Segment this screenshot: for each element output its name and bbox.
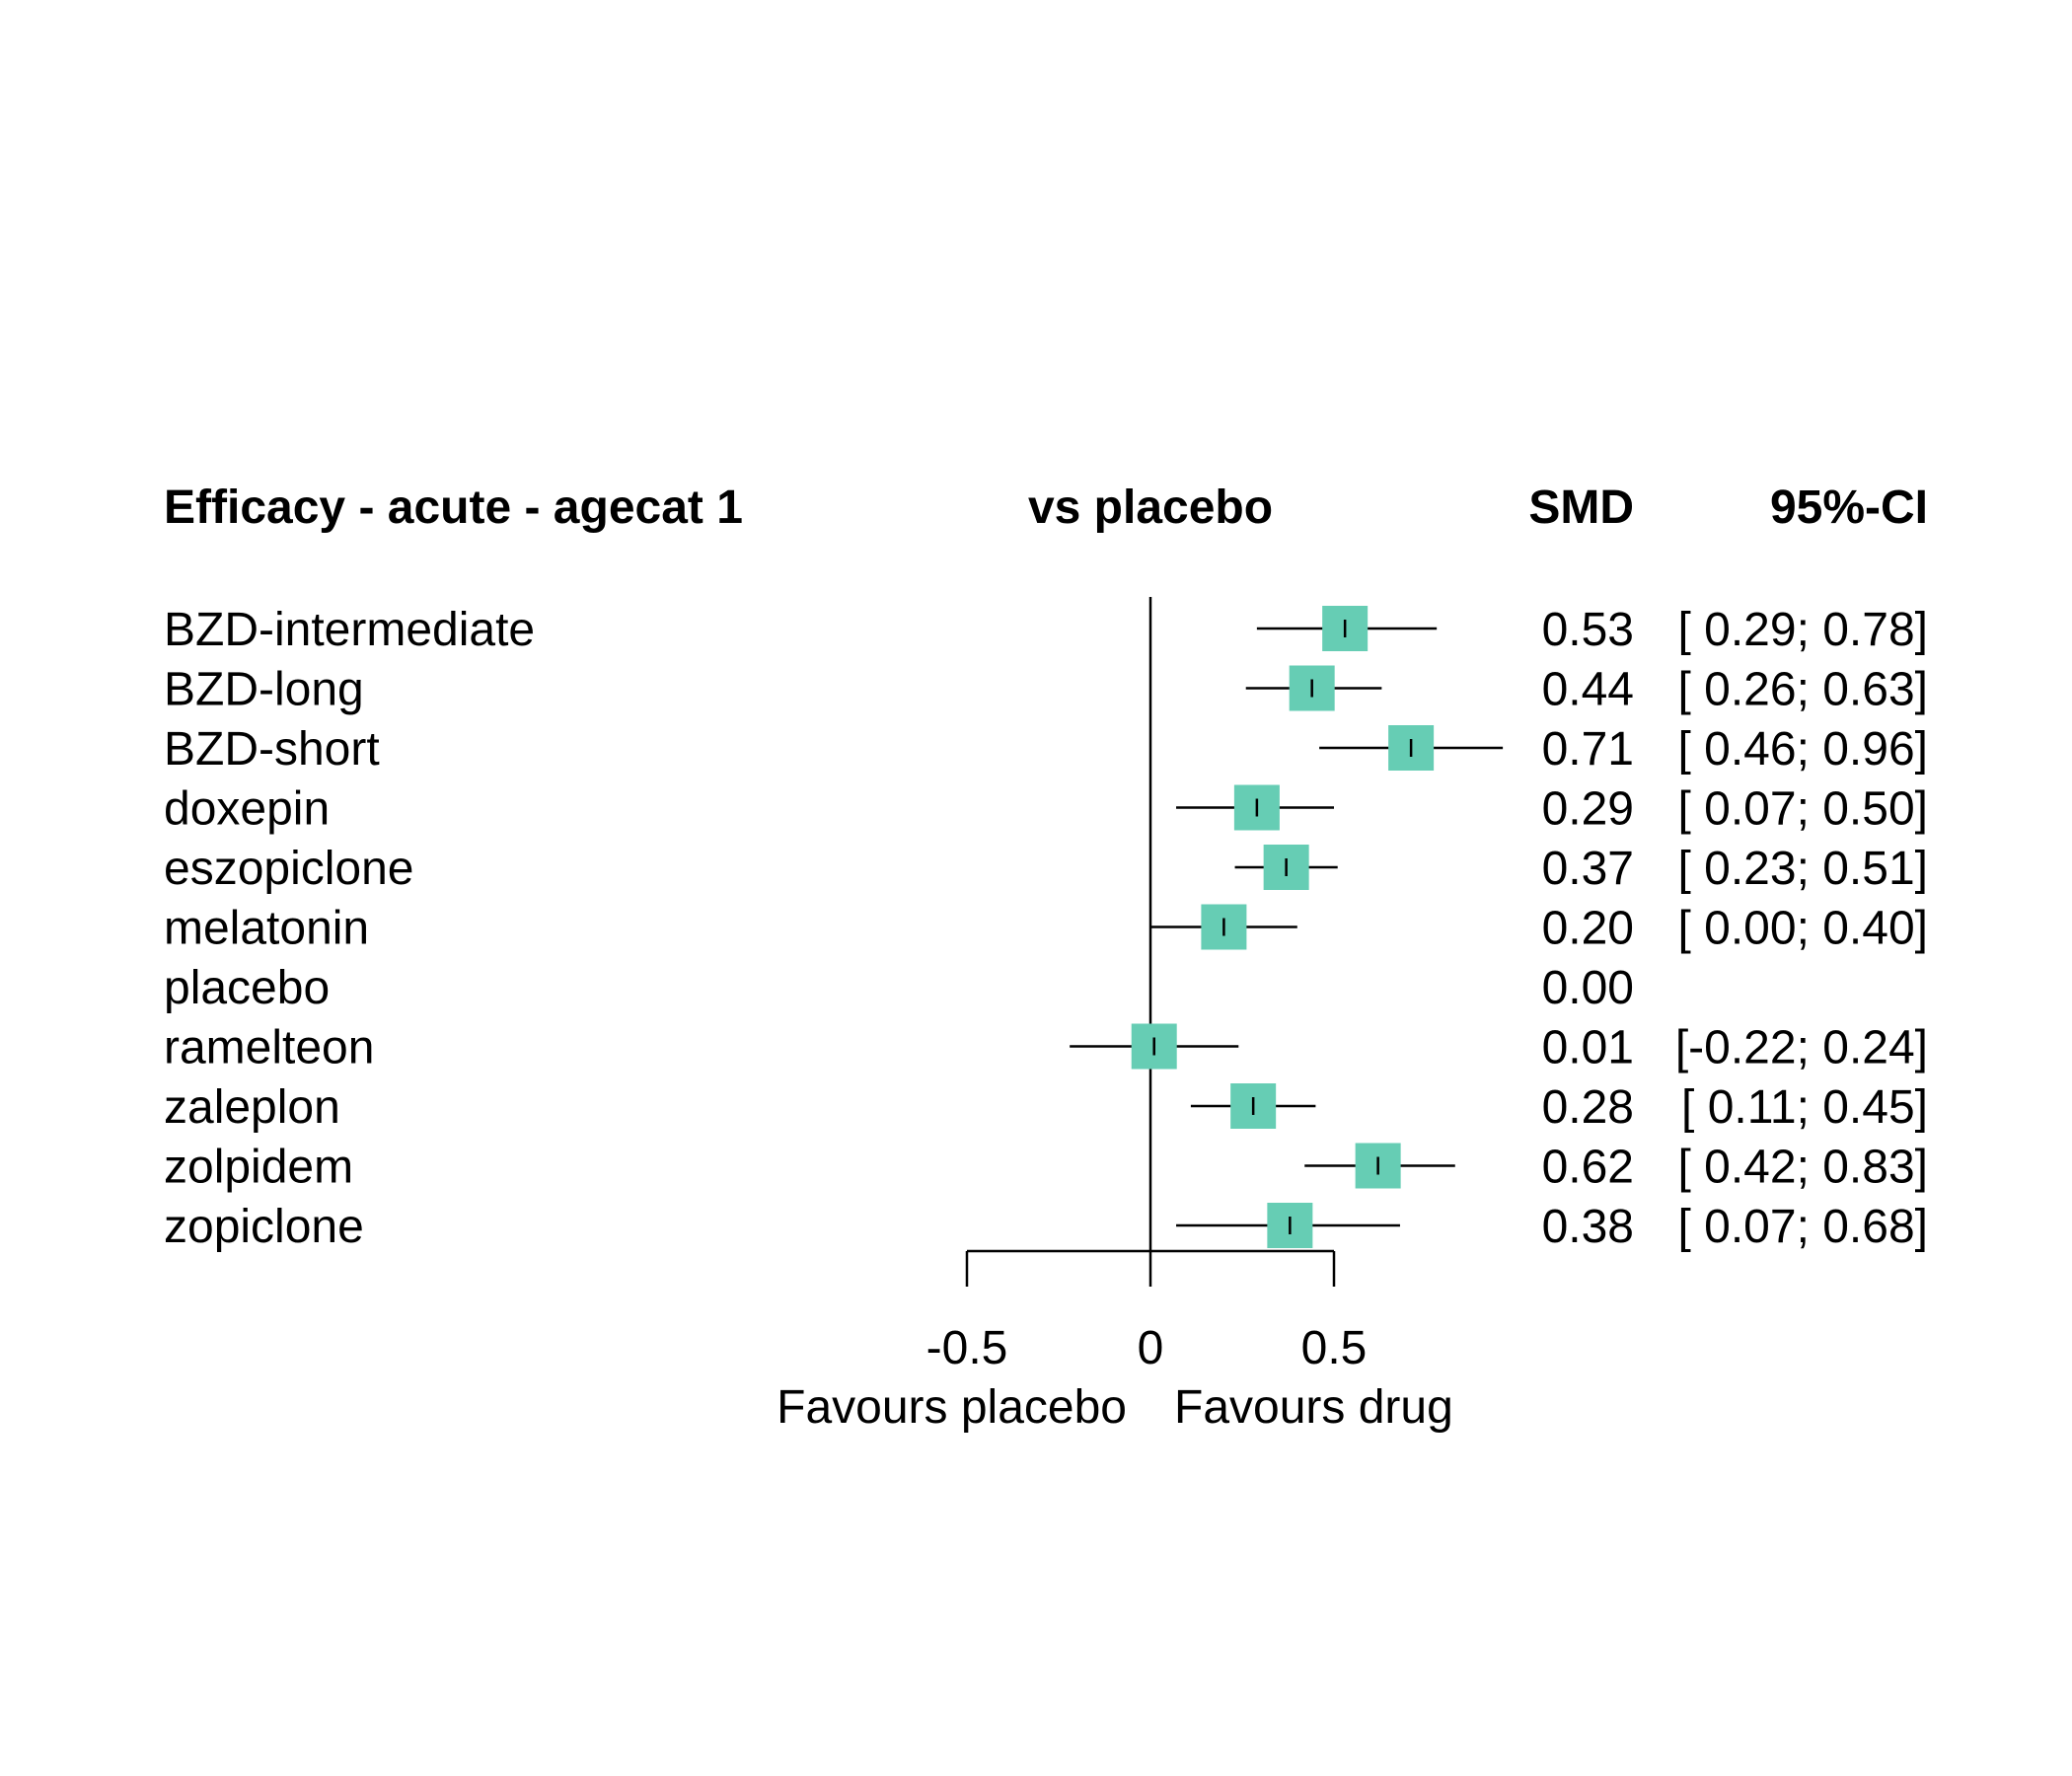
ci-value: [ 0.23; 0.51] [1677, 843, 1928, 895]
forest-row: BZD-long 0.44 [ 0.26; 0.63] [164, 664, 1928, 716]
chart-title: Efficacy - acute - agecat 1 [164, 481, 743, 534]
ci-value: [ 0.46; 0.96] [1677, 723, 1928, 776]
comparison-header: vs placebo [1028, 481, 1273, 534]
smd-value: 0.37 [1542, 843, 1634, 895]
row-label: eszopiclone [164, 843, 414, 895]
favours-placebo-label: Favours placebo [777, 1381, 1127, 1434]
forest-row: placebo 0.00 [164, 962, 1634, 1014]
direction-labels: Favours placebo Favours drug [777, 1381, 1453, 1434]
ci-value: [-0.22; 0.24] [1675, 1022, 1928, 1074]
row-label: doxepin [164, 783, 330, 836]
smd-value: 0.71 [1542, 723, 1634, 776]
smd-value: 0.28 [1542, 1081, 1634, 1134]
smd-value: 0.38 [1542, 1201, 1634, 1253]
forest-row: eszopiclone 0.37 [ 0.23; 0.51] [164, 843, 1928, 895]
ci-value: [ 0.00; 0.40] [1677, 903, 1928, 955]
row-label: melatonin [164, 903, 369, 955]
row-label: BZD-intermediate [164, 604, 535, 656]
forest-row: zaleplon 0.28 [ 0.11; 0.45] [164, 1081, 1928, 1134]
x-axis: -0.5 0 0.5 [926, 1249, 1368, 1374]
forest-row: BZD-intermediate 0.53 [ 0.29; 0.78] [164, 604, 1928, 656]
ci-value: [ 0.07; 0.68] [1677, 1201, 1928, 1253]
ci-value: [ 0.07; 0.50] [1677, 783, 1928, 836]
row-label: ramelteon [164, 1022, 374, 1074]
smd-value: 0.44 [1542, 664, 1634, 716]
forest-row: zopiclone 0.38 [ 0.07; 0.68] [164, 1201, 1928, 1253]
ci-value: [ 0.42; 0.83] [1677, 1142, 1928, 1194]
row-label: BZD-long [164, 664, 364, 716]
smd-value: 0.20 [1542, 903, 1634, 955]
forest-row: BZD-short 0.71 [ 0.46; 0.96] [164, 723, 1928, 776]
ci-value: [ 0.26; 0.63] [1677, 664, 1928, 716]
row-label: zolpidem [164, 1142, 353, 1194]
axis-tick-label: -0.5 [926, 1322, 1008, 1374]
axis-tick-label: 0 [1138, 1322, 1164, 1374]
ci-value: [ 0.29; 0.78] [1677, 604, 1928, 656]
forest-row: ramelteon 0.01 [-0.22; 0.24] [164, 1022, 1928, 1074]
smd-value: 0.00 [1542, 962, 1634, 1014]
row-label: BZD-short [164, 723, 380, 776]
smd-value: 0.53 [1542, 604, 1634, 656]
forest-row: melatonin 0.20 [ 0.00; 0.40] [164, 903, 1928, 955]
row-label: placebo [164, 962, 330, 1014]
smd-value: 0.62 [1542, 1142, 1634, 1194]
smd-value: 0.29 [1542, 783, 1634, 836]
forest-row: zolpidem 0.62 [ 0.42; 0.83] [164, 1142, 1928, 1194]
row-label: zopiclone [164, 1201, 364, 1253]
ci-value: [ 0.11; 0.45] [1681, 1081, 1928, 1134]
ci-header: 95%-CI [1770, 481, 1928, 534]
smd-header: SMD [1528, 481, 1634, 534]
row-label: zaleplon [164, 1081, 340, 1134]
smd-value: 0.01 [1542, 1022, 1634, 1074]
favours-drug-label: Favours drug [1174, 1381, 1453, 1434]
axis-tick-label: 0.5 [1301, 1322, 1368, 1374]
forest-row: doxepin 0.29 [ 0.07; 0.50] [164, 783, 1928, 836]
column-headers: Efficacy - acute - agecat 1 vs placebo S… [164, 481, 1928, 534]
row-layer: BZD-intermediate 0.53 [ 0.29; 0.78] BZD-lon… [164, 597, 1928, 1253]
